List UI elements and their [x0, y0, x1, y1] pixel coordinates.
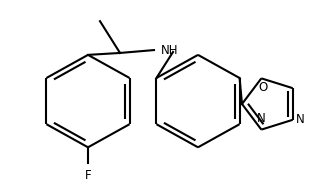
Text: NH: NH: [161, 44, 179, 56]
Text: N: N: [257, 112, 266, 125]
Text: N: N: [296, 113, 304, 126]
Text: F: F: [85, 169, 91, 183]
Text: O: O: [259, 81, 268, 94]
